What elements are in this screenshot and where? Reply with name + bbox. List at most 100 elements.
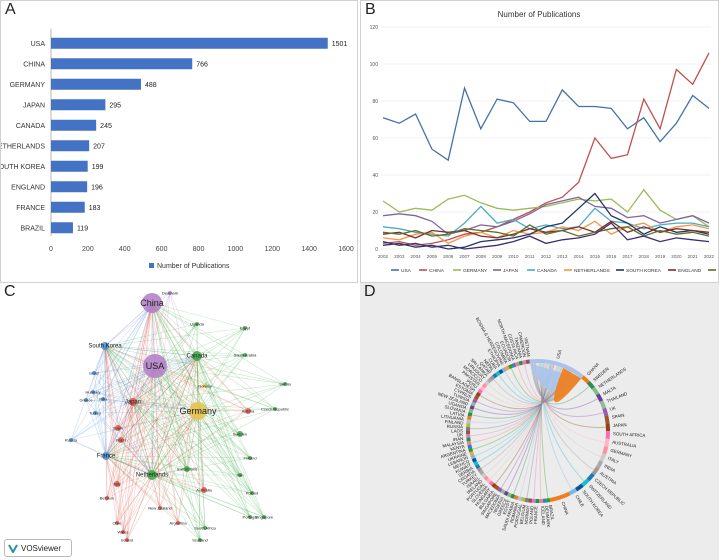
network-edge <box>104 345 128 541</box>
x-tick-label: 800 <box>193 246 205 253</box>
network-edge <box>122 355 198 533</box>
x-tick-label: 2004 <box>410 254 421 259</box>
network-node-label: Finland <box>243 456 256 461</box>
series-line <box>382 220 710 239</box>
network-edge <box>93 345 106 374</box>
network-node-label: Germany <box>179 406 217 416</box>
network-edge <box>104 345 107 457</box>
network-edge <box>197 354 246 412</box>
network-edge <box>94 412 153 476</box>
network-edge <box>132 401 251 459</box>
network-edge <box>197 408 276 412</box>
series-line <box>382 85 710 162</box>
network-edge <box>154 365 241 435</box>
network-edge <box>122 302 153 533</box>
network-node <box>198 538 202 542</box>
network-edge <box>151 302 253 494</box>
vosviewer-logo: VOSviewer <box>4 539 72 557</box>
network-edge <box>94 412 107 457</box>
network-edge <box>105 455 201 541</box>
network-edge <box>132 355 198 403</box>
panel-c-network: C China USA Germany Netherlands Canada South … <box>0 283 358 560</box>
chord-label: CUBA <box>487 357 498 370</box>
network-edge <box>132 401 251 518</box>
chord-arc <box>466 430 471 435</box>
network-node-label: Egypt <box>240 326 251 331</box>
network-edge <box>102 398 153 476</box>
x-tick-label: 2007 <box>459 254 470 259</box>
network-node-label: Canada <box>186 354 208 360</box>
network-edge <box>94 302 153 414</box>
network-edge <box>151 410 199 476</box>
network-edge <box>151 457 251 476</box>
panel-label-b: B <box>365 1 376 18</box>
network-edge <box>104 345 199 412</box>
chord-arc <box>595 393 604 403</box>
network-node-label: Switzerland <box>177 467 198 472</box>
x-tick-label: 2010 <box>508 254 519 259</box>
chord-arc <box>605 423 610 432</box>
chord-label: UKRAINE <box>447 451 467 462</box>
network-edge <box>104 345 118 524</box>
network-edge <box>116 365 156 485</box>
network-node-label: Brazil <box>116 438 126 443</box>
panel-b-line-chart: B Number of Publications 0 20 40 60 80 100 120 2… <box>360 0 719 283</box>
network-edge <box>196 355 286 385</box>
x-tick-label: 2009 <box>492 254 503 259</box>
network-edge <box>116 474 153 524</box>
chord-arc <box>473 394 480 401</box>
network-edge <box>151 302 246 329</box>
network-node <box>250 491 254 495</box>
chord-label: LAOS <box>451 428 463 433</box>
series-line <box>382 224 710 237</box>
network-node <box>125 538 129 542</box>
network-edge <box>196 327 246 357</box>
vosviewer-icon <box>8 543 18 553</box>
network-node-label: Czech Republic <box>261 407 289 412</box>
legend-label: Number of Publications <box>157 263 230 270</box>
chord-label: PORTUGAL <box>513 503 523 528</box>
network-node-label: Saudi Arabia <box>234 353 257 358</box>
network-edge <box>94 410 199 414</box>
network-node-label: Singapore <box>255 515 274 520</box>
network-edge <box>105 327 246 457</box>
network-node <box>238 473 242 477</box>
network-node-label: USA <box>146 361 165 371</box>
network-node-label: Scotland <box>192 538 208 543</box>
chord-arc <box>475 391 481 397</box>
network-edge <box>122 401 134 533</box>
chord-label: SLOVAKIA <box>444 404 466 414</box>
network-edge <box>116 410 199 524</box>
chord-label: LITHUANIA <box>441 414 464 422</box>
network-node-label: Turkey <box>89 411 101 416</box>
chord-arc <box>542 498 547 503</box>
bar <box>51 201 85 213</box>
data-label: 488 <box>145 82 157 89</box>
network-edge <box>186 410 199 470</box>
network-edge <box>132 385 206 403</box>
legend-label: CANADA <box>537 268 558 274</box>
network-edge <box>104 345 241 476</box>
bar <box>51 78 141 90</box>
data-label: 245 <box>100 123 112 130</box>
network-node-label: Spain <box>113 426 123 431</box>
chord-label: SOUTH AFRICA <box>613 431 646 438</box>
network-edge <box>105 410 199 457</box>
chord-arc <box>581 478 590 487</box>
network-node-label: India <box>99 397 108 402</box>
network-edge <box>196 355 199 412</box>
chord-arc <box>528 498 533 503</box>
network-edge <box>70 410 199 441</box>
chord-arc <box>495 370 501 377</box>
network-edge <box>104 345 108 499</box>
chord-arc <box>479 385 486 392</box>
chord-arc <box>494 485 500 491</box>
network-edge <box>104 345 198 357</box>
network-edge <box>151 302 161 509</box>
chord-arc <box>481 472 487 479</box>
network-edge <box>85 365 156 401</box>
data-label: 196 <box>91 184 103 191</box>
chord-label: CAMEROON <box>517 331 527 357</box>
network-edge <box>105 455 118 485</box>
network-edge <box>70 365 156 441</box>
